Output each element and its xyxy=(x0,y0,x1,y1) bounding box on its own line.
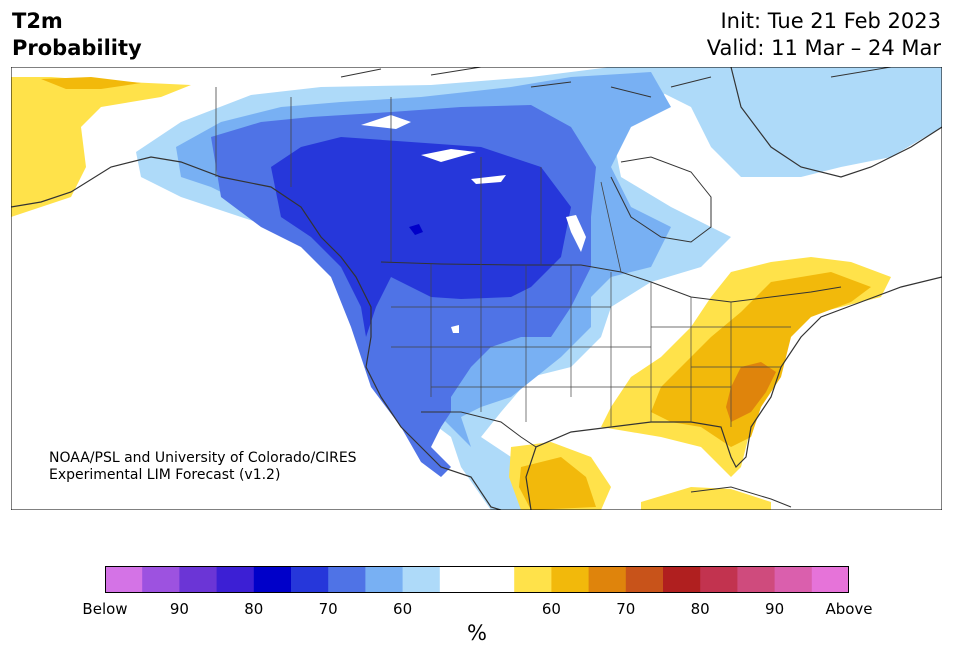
alaska-above-65-region xyxy=(41,77,141,89)
colorbar-swatch xyxy=(216,566,255,593)
colorbar-swatch xyxy=(179,566,218,593)
colorbar-swatch xyxy=(142,566,180,593)
below-80-region xyxy=(409,224,423,235)
colorbar-swatch xyxy=(439,566,478,593)
gulf-coastline xyxy=(525,276,942,510)
colorbar-swatch xyxy=(774,566,813,593)
credit-text: NOAA/PSL and University of Colorado/CIRE… xyxy=(49,450,357,484)
colorbar-tick-label: 90 xyxy=(765,600,785,618)
title-line-1: T2m xyxy=(12,9,63,33)
cuba-outline xyxy=(690,486,792,508)
colorbar-swatch xyxy=(365,566,404,593)
lake-athabasca xyxy=(471,175,506,184)
colorbar-swatch xyxy=(663,566,701,593)
colorbar-tick-label: 60 xyxy=(393,600,413,618)
colorbar-tick-label: Below xyxy=(82,600,128,618)
colorbar-tick-label: 70 xyxy=(318,600,338,618)
greenland-coast xyxy=(730,67,942,178)
colorbar-swatch xyxy=(291,566,329,593)
init-date: Init: Tue 21 Feb 2023 xyxy=(720,9,941,33)
map-title: T2m Probability xyxy=(12,8,142,62)
colorbar-unit: % xyxy=(467,621,487,645)
colorbar-swatch xyxy=(551,566,590,593)
great-slave-lake xyxy=(361,115,411,129)
below-75-region xyxy=(271,137,571,337)
valid-range: Valid: 11 Mar – 24 Mar xyxy=(706,36,941,60)
great-bear-lake xyxy=(421,149,476,162)
colorbar-swatch xyxy=(514,566,552,593)
state-borders xyxy=(391,264,791,427)
great-salt-lake xyxy=(451,325,459,333)
colorbar-swatch xyxy=(811,566,849,593)
colorbar-tick-label: 90 xyxy=(169,600,189,618)
colorbar-swatch xyxy=(588,566,627,593)
province-borders xyxy=(215,87,622,273)
colorbar-frame xyxy=(105,566,849,593)
colorbar-swatch xyxy=(625,566,664,593)
us-mexico-border xyxy=(421,411,537,448)
alaska-above-60-region xyxy=(11,77,191,217)
north-america-coastline xyxy=(11,156,502,510)
colorbar-tick-label: 60 xyxy=(541,600,561,618)
colorbar-swatch xyxy=(328,566,366,593)
colorbar-tick-label: 80 xyxy=(690,600,710,618)
colorbar-tick-label: 80 xyxy=(244,600,264,618)
above-65-region xyxy=(651,272,871,447)
above-70-region xyxy=(726,362,776,422)
colorbar-swatch xyxy=(737,566,776,593)
colorbar-tick-label: 70 xyxy=(616,600,636,618)
title-line-2: Probability xyxy=(12,36,142,60)
hudson-bay-coast xyxy=(610,156,712,243)
colorbar-swatch xyxy=(253,566,292,593)
forecast-dates: Init: Tue 21 Feb 2023 Valid: 11 Mar – 24… xyxy=(707,8,941,62)
probability-map xyxy=(11,67,942,510)
arctic-islands xyxy=(340,67,892,98)
mexico-above-65-region xyxy=(519,457,596,510)
credit-line-2: Experimental LIM Forecast (v1.2) xyxy=(49,467,281,483)
colorbar-swatch xyxy=(700,566,738,593)
lake-winnipeg xyxy=(566,215,586,252)
cuba-above-60-region xyxy=(641,487,771,510)
colorbar-swatch xyxy=(105,566,143,593)
colorbar-swatch xyxy=(402,566,441,593)
below-60-arctic-region xyxy=(611,67,942,177)
colorbar xyxy=(105,566,849,593)
colorbar-tick-label: Above xyxy=(825,600,873,618)
credit-line-1: NOAA/PSL and University of Colorado/CIRE… xyxy=(49,450,357,466)
colorbar-swatch xyxy=(477,566,515,593)
